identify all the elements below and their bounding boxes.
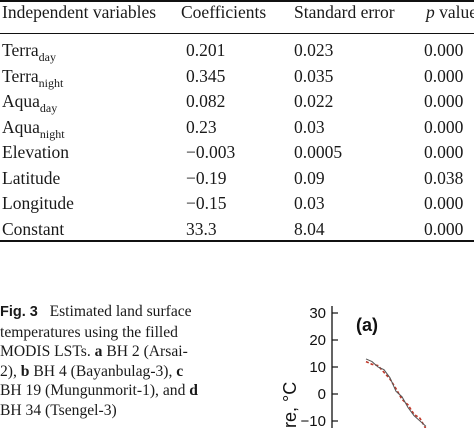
- cell-p-value: 0.000: [424, 40, 464, 60]
- cell-p-value: 0.000: [424, 116, 464, 137]
- cell-coefficient: 0.345: [186, 65, 226, 86]
- table-top-rule: [0, 0, 474, 2]
- caption-line-1: Estimated land surface: [49, 303, 192, 320]
- cell-variable: Constant: [2, 218, 65, 239]
- cell-standard-error: 0.035: [294, 65, 334, 86]
- header-independent-variables: Independent variables: [2, 2, 157, 22]
- cell-p-value: 0.000: [424, 65, 464, 86]
- series-line-2: [365, 358, 427, 427]
- series-line-1: [365, 360, 427, 428]
- cell-p-value: 0.000: [424, 142, 464, 162]
- caption-line-6: BH 34 (Tsengel-3): [0, 401, 117, 419]
- cell-variable: Aquanight: [2, 116, 65, 141]
- caption-line-3: MODIS LSTs. a BH 2 (Arsai-: [0, 343, 188, 360]
- table-row: Terraday 0.201 0.023 0.000: [0, 36, 474, 64]
- header-standard-error: Standard error: [294, 2, 395, 22]
- cell-standard-error: 0.023: [294, 40, 334, 60]
- cell-variable: Longitude: [2, 193, 74, 213]
- cell-variable: Elevation: [2, 142, 70, 162]
- cell-standard-error: 0.03: [294, 116, 325, 137]
- caption-line-5: BH 19 (Mungunmorit-1), and d: [0, 382, 198, 399]
- table-header: Independent variables Coefficients Stand…: [0, 2, 474, 28]
- y-tick-label: 30: [309, 305, 326, 322]
- cell-coefficient: 0.23: [186, 116, 217, 137]
- cell-p-value: 0.000: [424, 91, 464, 111]
- cell-p-value: 0.038: [424, 167, 464, 188]
- table-row: Constant 33.3 8.04 0.000: [0, 215, 474, 241]
- header-coefficients: Coefficients: [181, 2, 267, 22]
- table-row: Aquanight 0.23 0.03 0.000: [0, 113, 474, 141]
- figure-label: Fig. 3: [0, 304, 38, 320]
- cell-standard-error: 0.09: [294, 167, 325, 188]
- cell-variable: Latitude: [2, 167, 61, 188]
- cell-standard-error: 0.0005: [294, 142, 343, 162]
- cell-standard-error: 0.022: [294, 91, 334, 111]
- cell-coefficient: −0.15: [186, 193, 227, 213]
- y-tick-label: 20: [309, 332, 326, 349]
- cell-coefficient: −0.003: [186, 142, 236, 162]
- cell-p-value: 0.000: [424, 193, 464, 213]
- caption-line-4: 2), b BH 4 (Bayanbulag-3), c: [0, 362, 184, 380]
- panel-label: (a): [356, 315, 378, 335]
- figure-caption: Fig. 3 Estimated land surface temperatur…: [0, 302, 245, 420]
- table-row: Elevation −0.003 0.0005 0.000: [0, 138, 474, 164]
- y-tick-label: −10: [301, 413, 326, 428]
- cell-standard-error: 0.03: [294, 193, 325, 213]
- table-row: Latitude −0.19 0.09 0.038: [0, 164, 474, 190]
- cell-p-value: 0.000: [424, 218, 464, 239]
- table-row: Terranight 0.345 0.035 0.000: [0, 62, 474, 90]
- cell-coefficient: −0.19: [186, 167, 227, 188]
- cell-variable: Terranight: [2, 65, 64, 90]
- y-axis-label: re, °C: [280, 382, 300, 428]
- table-header-rule: [0, 33, 474, 34]
- cell-variable: Aquaday: [2, 91, 58, 115]
- cell-standard-error: 8.04: [294, 218, 325, 239]
- y-tick-label: 10: [309, 359, 326, 376]
- y-tick-label: 0: [318, 386, 326, 403]
- header-p-values: p values: [426, 2, 474, 22]
- cell-coefficient: 33.3: [186, 218, 217, 239]
- caption-line-2: temperatures using the filled: [0, 323, 178, 341]
- cell-variable: Terraday: [2, 40, 56, 64]
- table-bottom-rule: [0, 240, 474, 242]
- cell-coefficient: 0.082: [186, 91, 226, 111]
- table-body: Terraday 0.201 0.023 0.000 Terranight 0.345 0.…: [0, 36, 474, 240]
- cell-coefficient: 0.201: [186, 40, 226, 60]
- table-row: Longitude −0.15 0.03 0.000: [0, 189, 474, 215]
- table-row: Aquaday 0.082 0.022 0.000: [0, 87, 474, 115]
